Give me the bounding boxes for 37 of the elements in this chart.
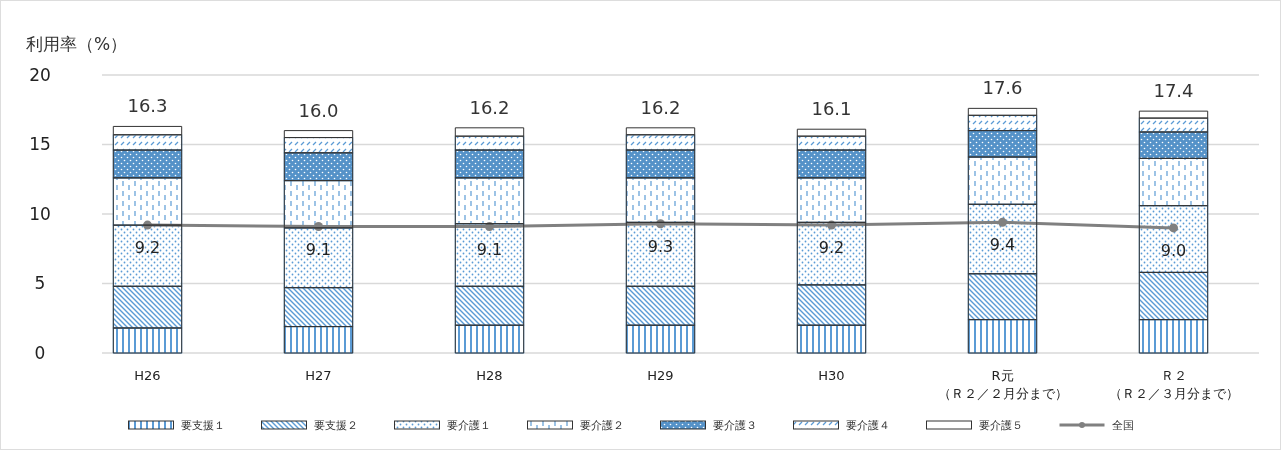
- y-axis-title: 利用率（%）: [26, 34, 128, 54]
- legend-label: 要介護５: [978, 418, 1023, 432]
- x-tick-label: H27: [305, 368, 332, 383]
- legend-label: 要支援２: [313, 418, 358, 432]
- y-tick-label: 15: [29, 134, 51, 155]
- data-label: 9.2: [134, 238, 161, 258]
- legend-label: 要介護３: [712, 418, 757, 432]
- x-tick-label: H29: [647, 368, 674, 383]
- legend-label: 要介護２: [579, 418, 624, 432]
- x-tick-label: H26: [134, 368, 161, 383]
- data-label: 9.2: [818, 238, 845, 258]
- data-label: 9.3: [647, 236, 674, 256]
- total-label: 16.0: [298, 99, 339, 121]
- y-tick-label: 5: [34, 273, 46, 294]
- total-label: 16.3: [127, 95, 168, 117]
- data-label: 9.4: [989, 235, 1016, 255]
- y-tick-label: 10: [29, 203, 51, 224]
- total-label: 16.2: [640, 96, 681, 118]
- y-tick-label: 20: [29, 64, 51, 85]
- total-label: 17.4: [1153, 80, 1194, 102]
- x-tick-label: R元（Ｒ２／２月分まで）: [937, 368, 1068, 401]
- total-label: 17.6: [982, 77, 1023, 99]
- data-label: 9.1: [476, 239, 503, 259]
- x-tick-label: Ｒ２（Ｒ２／３月分まで）: [1108, 368, 1239, 401]
- bar: [625, 177, 696, 223]
- y-tick-label: 0: [34, 342, 46, 363]
- legend-label: 要介護４: [845, 418, 890, 432]
- legend-label: 要支援１: [180, 418, 225, 432]
- x-tick-label: H30: [818, 368, 845, 383]
- legend-label: 全国: [1111, 418, 1134, 432]
- legend-label: 要介護１: [446, 418, 491, 432]
- total-label: 16.1: [811, 98, 852, 120]
- bar: [283, 152, 354, 182]
- data-label: 9.0: [1160, 240, 1187, 260]
- x-tick-label: H28: [476, 368, 503, 383]
- total-label: 16.2: [469, 96, 510, 118]
- data-label: 9.1: [305, 239, 332, 259]
